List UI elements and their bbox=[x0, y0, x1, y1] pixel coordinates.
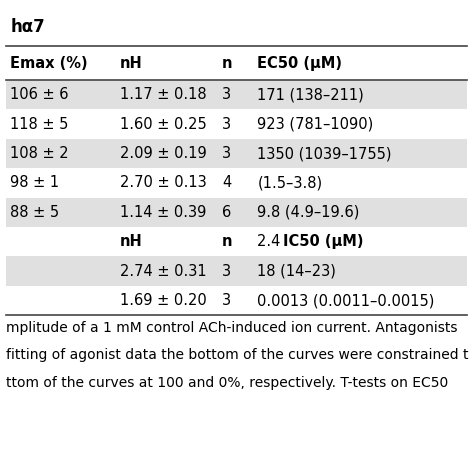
Text: 1.14 ± 0.39: 1.14 ± 0.39 bbox=[120, 205, 206, 220]
Text: 3: 3 bbox=[222, 146, 231, 161]
Bar bbox=[6, 256, 467, 286]
Text: 3: 3 bbox=[222, 264, 231, 279]
Text: n: n bbox=[222, 234, 232, 249]
Text: mplitude of a 1 mM control ACh-induced ion current. Antagonists: mplitude of a 1 mM control ACh-induced i… bbox=[6, 321, 458, 335]
Text: 9.8 (4.9–19.6): 9.8 (4.9–19.6) bbox=[257, 205, 360, 220]
Text: 171 (138–211): 171 (138–211) bbox=[257, 87, 364, 102]
Text: 2.70 ± 0.13: 2.70 ± 0.13 bbox=[120, 175, 207, 191]
Text: 2.74 ± 0.31: 2.74 ± 0.31 bbox=[120, 264, 207, 279]
Text: 1350 (1039–1755): 1350 (1039–1755) bbox=[257, 146, 392, 161]
Text: hα7: hα7 bbox=[11, 18, 46, 36]
Text: 2.4: 2.4 bbox=[257, 234, 283, 249]
Text: nH: nH bbox=[120, 55, 143, 71]
Text: 4: 4 bbox=[222, 175, 231, 191]
Text: 3: 3 bbox=[222, 87, 231, 102]
Text: 2.09 ± 0.19: 2.09 ± 0.19 bbox=[120, 146, 207, 161]
Text: nH: nH bbox=[120, 234, 143, 249]
Text: 923 (781–1090): 923 (781–1090) bbox=[257, 117, 374, 132]
Bar bbox=[6, 198, 467, 227]
Text: n: n bbox=[222, 55, 232, 71]
Text: (1.5–3.8): (1.5–3.8) bbox=[257, 175, 322, 191]
Text: 18 (14–23): 18 (14–23) bbox=[257, 264, 336, 279]
Text: 0.0013 (0.0011–0.0015): 0.0013 (0.0011–0.0015) bbox=[257, 293, 435, 308]
Text: 3: 3 bbox=[222, 117, 231, 132]
Text: 108 ± 2: 108 ± 2 bbox=[10, 146, 69, 161]
Bar bbox=[6, 139, 467, 168]
Text: IC50 (μM): IC50 (μM) bbox=[283, 234, 364, 249]
Text: 106 ± 6: 106 ± 6 bbox=[10, 87, 68, 102]
Text: 98 ± 1: 98 ± 1 bbox=[10, 175, 59, 191]
Text: 3: 3 bbox=[222, 293, 231, 308]
Text: fitting of agonist data the bottom of the curves were constrained t: fitting of agonist data the bottom of th… bbox=[6, 348, 469, 363]
Bar bbox=[6, 80, 467, 109]
Text: 6: 6 bbox=[222, 205, 231, 220]
Text: 118 ± 5: 118 ± 5 bbox=[10, 117, 68, 132]
Text: 88 ± 5: 88 ± 5 bbox=[10, 205, 59, 220]
Text: 1.69 ± 0.20: 1.69 ± 0.20 bbox=[120, 293, 207, 308]
Text: ttom of the curves at 100 and 0%, respectively. T-tests on EC50: ttom of the curves at 100 and 0%, respec… bbox=[6, 376, 448, 390]
Text: 1.17 ± 0.18: 1.17 ± 0.18 bbox=[120, 87, 207, 102]
Text: 1.60 ± 0.25: 1.60 ± 0.25 bbox=[120, 117, 207, 132]
Text: Emax (%): Emax (%) bbox=[10, 55, 88, 71]
Text: EC50 (μM): EC50 (μM) bbox=[257, 55, 342, 71]
